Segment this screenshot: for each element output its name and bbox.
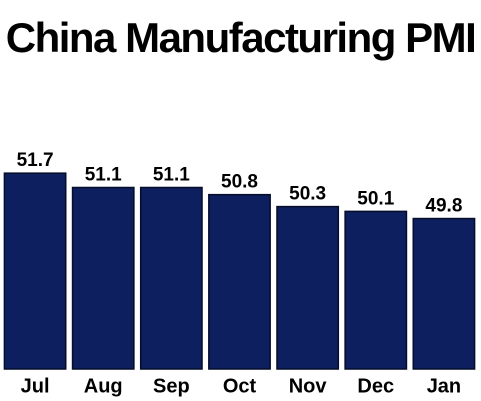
x-tick-label: Oct <box>223 375 257 397</box>
x-tick-label: Jan <box>427 375 461 397</box>
x-tick-label: Aug <box>84 375 123 397</box>
value-label: 51.7 <box>17 150 54 171</box>
x-tick-label: Sep <box>153 375 190 397</box>
value-label: 51.1 <box>153 165 190 186</box>
value-label: 49.8 <box>425 196 462 217</box>
chart-title: China Manufacturing PMI <box>5 14 477 61</box>
x-tick-label: Nov <box>289 375 328 397</box>
bar <box>344 210 408 370</box>
x-tick-label: Dec <box>357 375 394 397</box>
bar <box>3 172 67 370</box>
value-label: 51.1 <box>85 165 122 186</box>
bar <box>276 205 340 370</box>
bar <box>208 193 271 370</box>
bar <box>139 186 203 370</box>
value-label: 50.8 <box>221 172 258 193</box>
value-label: 50.3 <box>289 184 326 205</box>
x-tick-label: Jul <box>21 375 50 397</box>
bar <box>412 217 476 370</box>
bar <box>71 186 135 370</box>
value-label: 50.1 <box>357 188 394 209</box>
